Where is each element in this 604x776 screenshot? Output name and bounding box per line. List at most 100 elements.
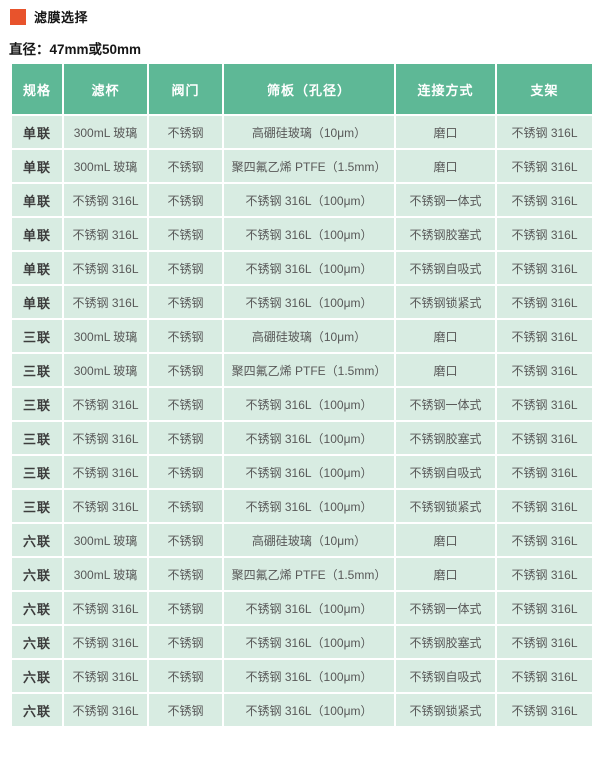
column-header: 阀门	[147, 62, 224, 116]
table-cell: 不锈钢 316L	[495, 386, 594, 422]
table-cell: 不锈钢 316L（100μm）	[222, 658, 396, 694]
table-cell: 磨口	[394, 556, 497, 592]
table-cell: 六联	[10, 590, 64, 626]
table-row: 单联 不锈钢 316L 不锈钢 不锈钢 316L（100μm） 不锈钢自吸式 不锈钢 31…	[10, 250, 594, 286]
table-row: 三联 不锈钢 316L 不锈钢 不锈钢 316L（100μm） 不锈钢一体式 不锈钢 31…	[10, 386, 594, 422]
table-cell: 不锈钢 316L	[62, 488, 149, 524]
table-cell: 不锈钢 316L	[495, 692, 594, 728]
table-cell: 三联	[10, 488, 64, 524]
table-cell: 磨口	[394, 148, 497, 184]
table-cell: 单联	[10, 114, 64, 150]
table-cell: 不锈钢 316L（100μm）	[222, 624, 396, 660]
table-row: 六联 不锈钢 316L 不锈钢 不锈钢 316L（100μm） 不锈钢一体式 不锈钢 31…	[10, 590, 594, 626]
accent-square-icon	[10, 8, 26, 25]
column-header: 连接方式	[394, 62, 497, 116]
table-cell: 不锈钢	[147, 624, 224, 660]
table-cell: 聚四氟乙烯 PTFE（1.5mm）	[222, 556, 396, 592]
spec-table: 规格 滤杯 阀门 筛板（孔径） 连接方式 支架 单联 300mL 玻璃 不锈钢 高硼硅玻璃（10…	[10, 62, 594, 728]
table-cell: 不锈钢 316L	[62, 454, 149, 490]
table-row: 六联 300mL 玻璃 不锈钢 高硼硅玻璃（10μm） 磨口 不锈钢 316L	[10, 522, 594, 558]
table-cell: 不锈钢 316L（100μm）	[222, 386, 396, 422]
table-cell: 不锈钢 316L	[495, 590, 594, 626]
table-cell: 单联	[10, 182, 64, 218]
table-cell: 300mL 玻璃	[62, 114, 149, 150]
table-cell: 三联	[10, 420, 64, 456]
table-cell: 不锈钢	[147, 318, 224, 354]
table-cell: 单联	[10, 148, 64, 184]
table-cell: 不锈钢	[147, 114, 224, 150]
table-cell: 三联	[10, 318, 64, 354]
table-row: 单联 300mL 玻璃 不锈钢 聚四氟乙烯 PTFE（1.5mm） 磨口 不锈钢 316L	[10, 148, 594, 184]
section-header: 滤膜选择	[10, 7, 88, 26]
table-cell: 不锈钢 316L	[495, 624, 594, 660]
table-cell: 不锈钢	[147, 556, 224, 592]
table-row: 三联 300mL 玻璃 不锈钢 聚四氟乙烯 PTFE（1.5mm） 磨口 不锈钢 316L	[10, 352, 594, 388]
table-cell: 不锈钢 316L	[495, 284, 594, 320]
table-cell: 三联	[10, 386, 64, 422]
table-cell: 不锈钢 316L	[495, 148, 594, 184]
table-cell: 300mL 玻璃	[62, 318, 149, 354]
table-body: 单联 300mL 玻璃 不锈钢 高硼硅玻璃（10μm） 磨口 不锈钢 316L 单联 300m…	[10, 114, 594, 728]
table-cell: 不锈钢 316L	[495, 658, 594, 694]
table-cell: 不锈钢 316L	[495, 488, 594, 524]
table-cell: 不锈钢 316L	[62, 284, 149, 320]
table-cell: 不锈钢锁紧式	[394, 284, 497, 320]
table-cell: 不锈钢 316L	[495, 318, 594, 354]
table-cell: 六联	[10, 658, 64, 694]
table-cell: 不锈钢	[147, 522, 224, 558]
table-cell: 不锈钢锁紧式	[394, 692, 497, 728]
column-header: 规格	[10, 62, 64, 116]
table-cell: 不锈钢 316L	[495, 114, 594, 150]
table-cell: 不锈钢	[147, 352, 224, 388]
table-cell: 不锈钢	[147, 692, 224, 728]
column-header: 支架	[495, 62, 594, 116]
column-header: 滤杯	[62, 62, 149, 116]
table-cell: 不锈钢 316L	[62, 624, 149, 660]
table-row: 六联 不锈钢 316L 不锈钢 不锈钢 316L（100μm） 不锈钢自吸式 不锈钢 31…	[10, 658, 594, 694]
table-row: 单联 不锈钢 316L 不锈钢 不锈钢 316L（100μm） 不锈钢胶塞式 不锈钢 31…	[10, 216, 594, 252]
table-row: 三联 不锈钢 316L 不锈钢 不锈钢 316L（100μm） 不锈钢锁紧式 不锈钢 31…	[10, 488, 594, 524]
table-row: 六联 不锈钢 316L 不锈钢 不锈钢 316L（100μm） 不锈钢胶塞式 不锈钢 31…	[10, 624, 594, 660]
table-row: 三联 不锈钢 316L 不锈钢 不锈钢 316L（100μm） 不锈钢胶塞式 不锈钢 31…	[10, 420, 594, 456]
table-cell: 不锈钢自吸式	[394, 250, 497, 286]
table-cell: 高硼硅玻璃（10μm）	[222, 318, 396, 354]
table-cell: 不锈钢 316L	[495, 250, 594, 286]
table-cell: 不锈钢	[147, 386, 224, 422]
table-cell: 不锈钢 316L（100μm）	[222, 250, 396, 286]
table-cell: 不锈钢	[147, 250, 224, 286]
table-cell: 不锈钢 316L（100μm）	[222, 216, 396, 252]
table-cell: 不锈钢 316L（100μm）	[222, 454, 396, 490]
table-cell: 不锈钢胶塞式	[394, 624, 497, 660]
table-cell: 单联	[10, 250, 64, 286]
table-cell: 不锈钢 316L	[62, 692, 149, 728]
table-cell: 不锈钢 316L	[495, 216, 594, 252]
table-cell: 不锈钢	[147, 148, 224, 184]
table-row: 三联 300mL 玻璃 不锈钢 高硼硅玻璃（10μm） 磨口 不锈钢 316L	[10, 318, 594, 354]
table-cell: 高硼硅玻璃（10μm）	[222, 114, 396, 150]
table-row: 单联 不锈钢 316L 不锈钢 不锈钢 316L（100μm） 不锈钢锁紧式 不锈钢 31…	[10, 284, 594, 320]
table-cell: 不锈钢 316L（100μm）	[222, 692, 396, 728]
table-cell: 六联	[10, 624, 64, 660]
table-cell: 不锈钢 316L	[62, 658, 149, 694]
table-cell: 磨口	[394, 522, 497, 558]
table-cell: 不锈钢锁紧式	[394, 488, 497, 524]
table-cell: 不锈钢 316L（100μm）	[222, 590, 396, 626]
table-cell: 不锈钢 316L	[62, 182, 149, 218]
table-cell: 300mL 玻璃	[62, 522, 149, 558]
table-row: 三联 不锈钢 316L 不锈钢 不锈钢 316L（100μm） 不锈钢自吸式 不锈钢 31…	[10, 454, 594, 490]
table-cell: 三联	[10, 352, 64, 388]
table-cell: 高硼硅玻璃（10μm）	[222, 522, 396, 558]
table-cell: 300mL 玻璃	[62, 148, 149, 184]
table-cell: 不锈钢	[147, 658, 224, 694]
table-cell: 三联	[10, 454, 64, 490]
table-cell: 不锈钢 316L（100μm）	[222, 420, 396, 456]
table-cell: 不锈钢 316L	[62, 386, 149, 422]
table-cell: 单联	[10, 216, 64, 252]
table-cell: 磨口	[394, 114, 497, 150]
table-cell: 单联	[10, 284, 64, 320]
table-row: 单联 300mL 玻璃 不锈钢 高硼硅玻璃（10μm） 磨口 不锈钢 316L	[10, 114, 594, 150]
table-cell: 不锈钢胶塞式	[394, 216, 497, 252]
table-cell: 六联	[10, 692, 64, 728]
section-title: 滤膜选择	[34, 10, 89, 25]
